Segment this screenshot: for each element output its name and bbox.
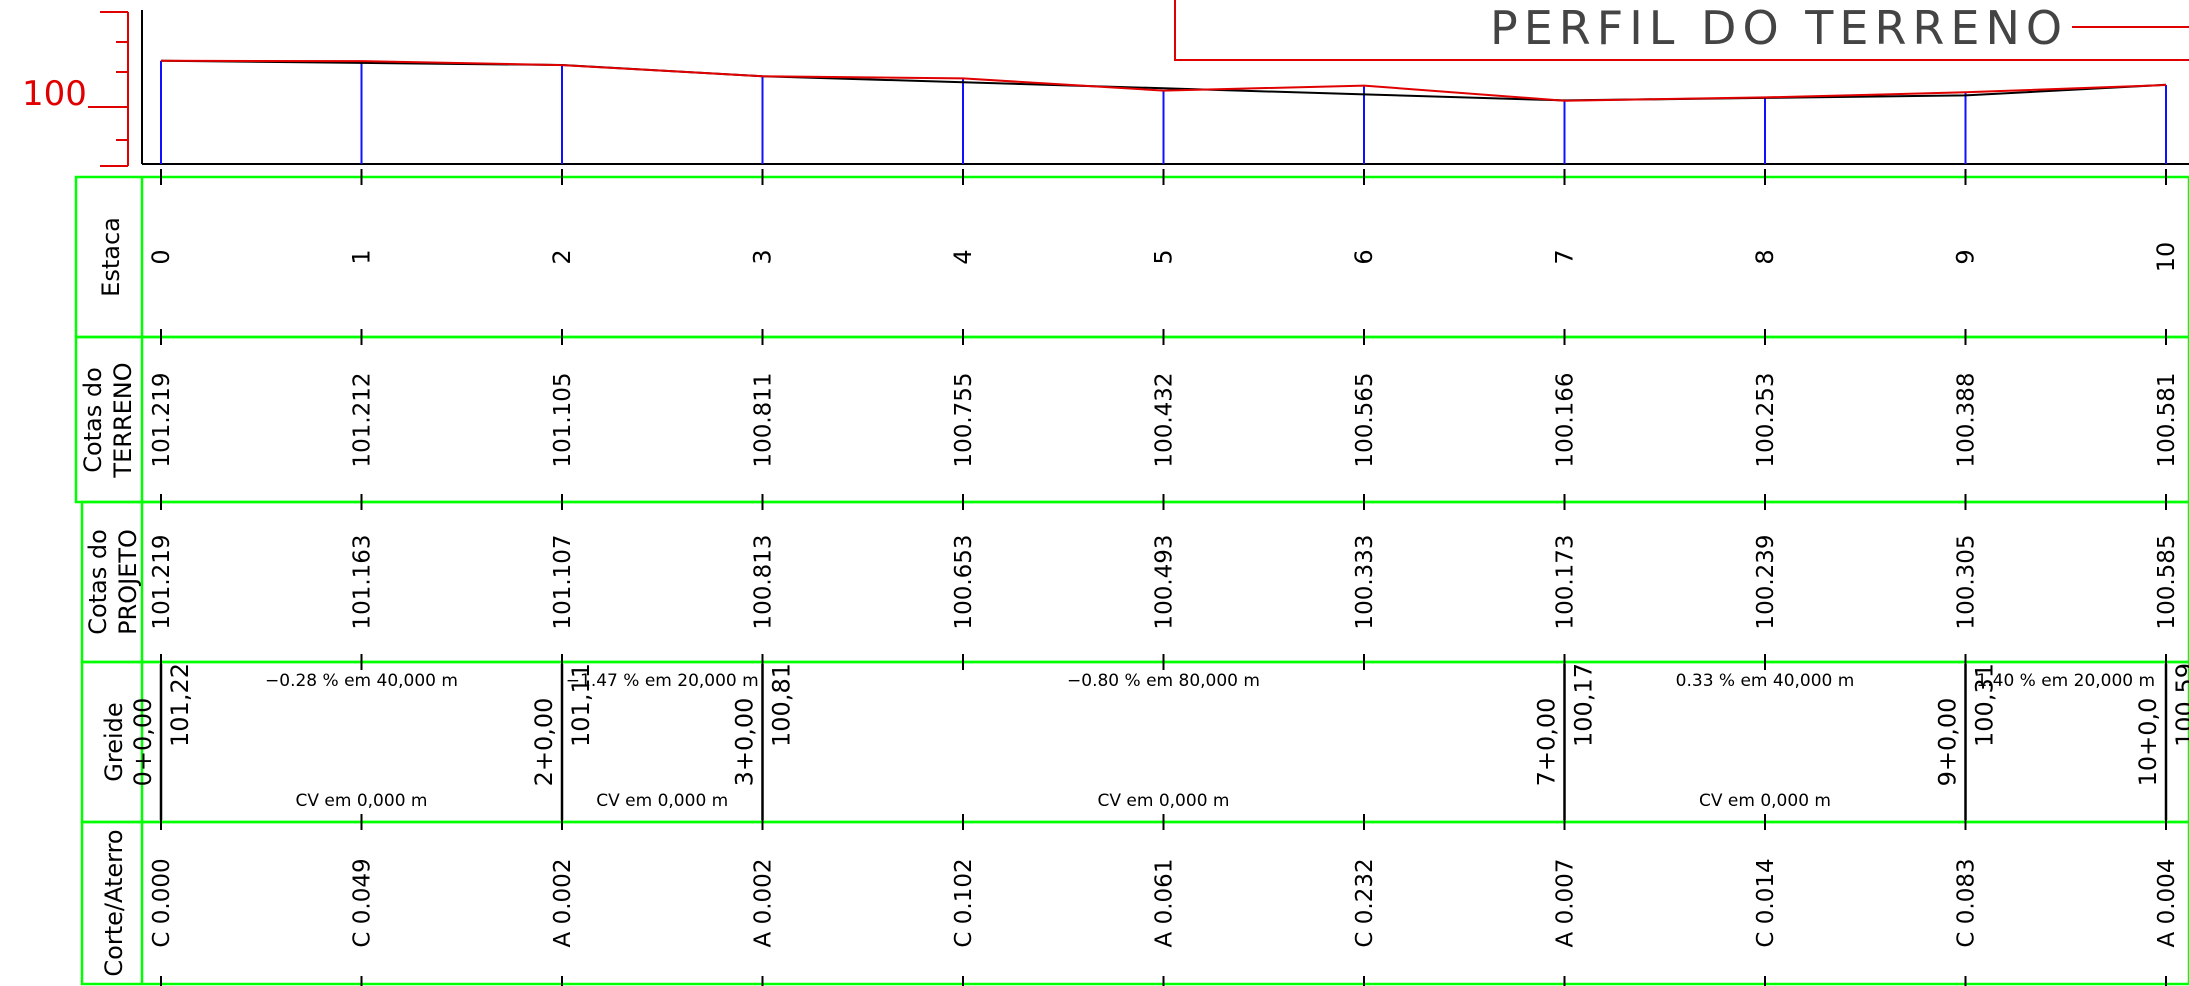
greide-grade: −0.80 % em 80,000 m xyxy=(1067,671,1260,691)
greide-elevation: 101,11 xyxy=(567,663,595,747)
terrain-elevation: 100.565 xyxy=(1352,372,1378,467)
stake-number: 5 xyxy=(1150,249,1178,264)
cut-fill-value: C 0.000 xyxy=(149,858,175,947)
cut-fill-value: C 0.083 xyxy=(1954,858,1980,947)
terrain-elevation: 101.219 xyxy=(149,372,175,467)
table-frame xyxy=(74,175,2189,986)
stake-number: 3 xyxy=(749,249,777,264)
terrain-elevation: 100.755 xyxy=(951,372,977,467)
label-terreno-2: TERRENO xyxy=(109,362,137,478)
greide-cv: CV em 0,000 m xyxy=(596,791,728,811)
terrain-elevation: 100.253 xyxy=(1753,372,1779,467)
project-elevation: 101.163 xyxy=(350,534,376,629)
greide-cv: CV em 0,000 m xyxy=(296,791,428,811)
stake-number: 8 xyxy=(1751,249,1779,264)
greide-station: 3+0,00 xyxy=(731,698,759,787)
greide-station: 7+0,00 xyxy=(1533,698,1561,787)
stake-number: 6 xyxy=(1350,249,1378,264)
row-ticks xyxy=(160,169,2167,986)
title-block: PERFIL DO TERRENO xyxy=(1174,0,2189,61)
drawing-title: PERFIL DO TERRENO xyxy=(1490,1,2068,55)
cut-fill-value: A 0.061 xyxy=(1152,859,1178,948)
cut-fill-value: A 0.007 xyxy=(1553,859,1579,948)
label-estaca: Estaca xyxy=(97,217,125,297)
greide-grade: 0.33 % em 40,000 m xyxy=(1676,671,1855,691)
greide-grade: −1.47 % em 20,000 m xyxy=(566,671,759,691)
cut-fill-value: A 0.002 xyxy=(550,859,576,948)
stake-number: 0 xyxy=(147,249,175,264)
label-corte-aterro: Corte/Aterro xyxy=(100,829,128,976)
cut-fill-value: A 0.002 xyxy=(751,859,777,948)
label-projeto-1: Cotas do xyxy=(84,529,112,635)
label-greide: Greide xyxy=(100,702,128,781)
terrain-elevation: 101.212 xyxy=(350,372,376,467)
project-elevation: 101.107 xyxy=(550,534,576,629)
greide-station: 9+0,00 xyxy=(1934,698,1962,787)
terrain-elevation: 101.105 xyxy=(550,372,576,467)
terrain-elevation: 100.166 xyxy=(1553,372,1579,467)
project-elevation: 100.653 xyxy=(951,534,977,629)
project-elevation: 100.493 xyxy=(1152,534,1178,629)
cut-fill-value: C 0.014 xyxy=(1753,858,1779,947)
terrain-elevation: 100.811 xyxy=(751,372,777,467)
stake-number: 9 xyxy=(1952,249,1980,264)
greide-grade: 1.40 % em 20,000 m xyxy=(1976,671,2155,691)
label-terreno-1: Cotas do xyxy=(79,367,107,473)
greide-elevation: 101,22 xyxy=(166,663,194,747)
project-elevation: 100.813 xyxy=(751,534,777,629)
greide-elevation: 100,59 xyxy=(2171,663,2189,747)
greide-elevation: 100,17 xyxy=(1570,663,1598,747)
greide-station: 2+0,00 xyxy=(530,698,558,787)
cut-fill-value: C 0.049 xyxy=(350,858,376,947)
greide-station: 10+0,0 xyxy=(2134,698,2162,787)
label-projeto-2: PROJETO xyxy=(114,529,142,635)
cut-fill-value: C 0.232 xyxy=(1352,858,1378,947)
cut-fill-value: A 0.004 xyxy=(2154,859,2180,948)
project-elevation: 100.173 xyxy=(1553,534,1579,629)
row-labels: Estaca Cotas do TERRENO Cotas do PROJETO… xyxy=(79,217,142,976)
greide-elevation: 100,31 xyxy=(1971,663,1999,747)
profile-area xyxy=(141,10,2189,165)
cut-fill-value: C 0.102 xyxy=(951,858,977,947)
project-elevation: 100.585 xyxy=(2154,534,2180,629)
greide-cv: CV em 0,000 m xyxy=(1699,791,1831,811)
project-elevation: 101.219 xyxy=(149,534,175,629)
project-elevation: 100.333 xyxy=(1352,534,1378,629)
terrain-elevation: 100.388 xyxy=(1954,372,1980,467)
project-elevation: 100.305 xyxy=(1954,534,1980,629)
greide-station: 0+0,00 xyxy=(129,698,157,787)
terrain-elevation: 100.581 xyxy=(2154,372,2180,467)
terrain-elevation: 100.432 xyxy=(1152,372,1178,467)
elevation-scale: 100 xyxy=(22,11,129,167)
stake-number: 10 xyxy=(2152,242,2180,273)
greide-grade: −0.28 % em 40,000 m xyxy=(265,671,458,691)
stake-number: 2 xyxy=(548,249,576,264)
stake-number: 7 xyxy=(1551,249,1579,264)
greide-cv: CV em 0,000 m xyxy=(1098,791,1230,811)
project-elevation: 100.239 xyxy=(1753,534,1779,629)
greide-annotations: 0+0,00 101,22 2+0,00 101,11 3+0,00 100,81 7+0,… xyxy=(129,663,2189,820)
ground-line xyxy=(160,59,2167,102)
greide-elevation: 100,81 xyxy=(768,663,796,747)
stake-number: 1 xyxy=(348,249,376,264)
stake-number: 4 xyxy=(949,249,977,264)
elevation-label-100: 100 xyxy=(22,74,87,114)
table-cells: 0 1 2 3 4 5 6 7 8 9 10 101.219 101.212 101.105 100.811… xyxy=(147,242,2180,948)
